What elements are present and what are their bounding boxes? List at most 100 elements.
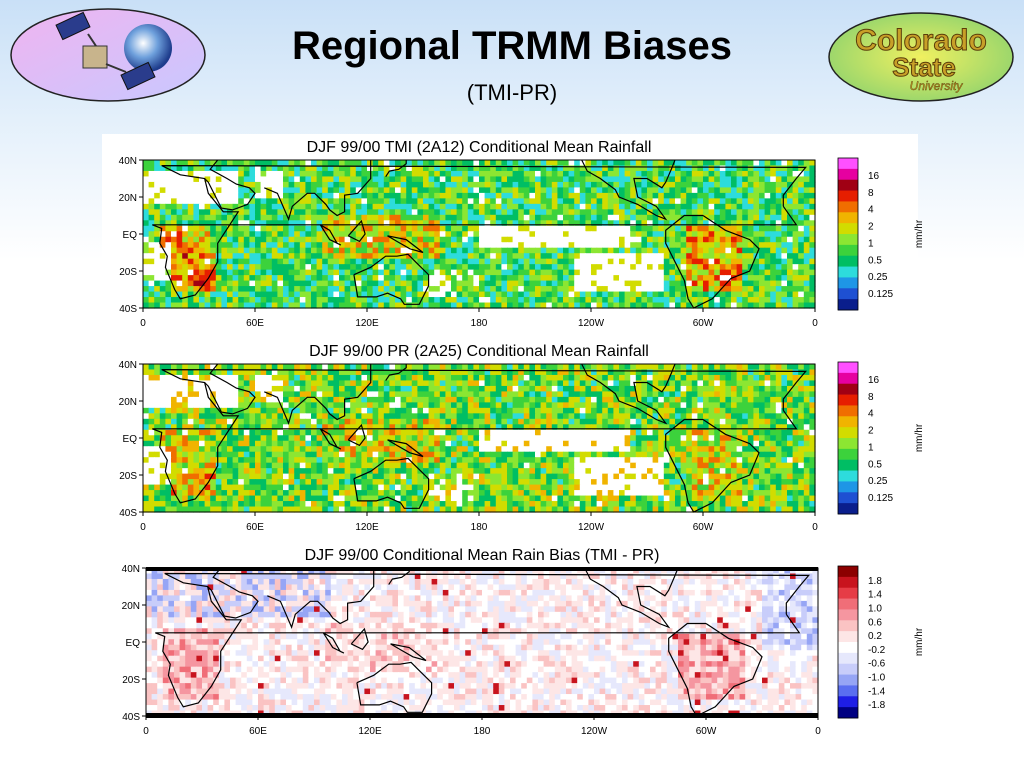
heatmap-cell	[512, 407, 519, 414]
heatmap-cell	[467, 374, 474, 382]
heatmap-cell	[260, 385, 267, 393]
heatmap-cell	[187, 181, 194, 189]
heatmap-cell	[434, 203, 441, 210]
heatmap-cell	[311, 280, 318, 287]
heatmap-cell	[355, 253, 362, 260]
heatmap-cell	[579, 236, 586, 243]
heatmap-cell	[630, 364, 637, 371]
heatmap-cell	[652, 242, 659, 249]
heatmap-cell	[742, 176, 749, 183]
heatmap-cell	[221, 176, 228, 183]
heatmap-cell	[518, 209, 525, 216]
heatmap-cell	[714, 247, 721, 254]
heatmap-cell	[434, 407, 441, 414]
heatmap-cell	[663, 286, 670, 293]
heatmap-cell	[221, 369, 228, 376]
heatmap-cell	[266, 418, 273, 425]
colorbar-swatch	[838, 179, 858, 191]
heatmap-cell	[691, 374, 698, 382]
heatmap-cell	[176, 385, 183, 393]
heatmap-cell	[747, 407, 754, 414]
heatmap-cell	[277, 220, 284, 227]
heatmap-cell	[747, 242, 754, 249]
heatmap-cell	[775, 374, 782, 382]
heatmap-cell	[490, 258, 497, 265]
heatmap-cell	[529, 424, 536, 431]
heatmap-cell	[255, 407, 262, 414]
heatmap-cell	[462, 220, 469, 227]
heatmap-cell	[507, 291, 514, 298]
heatmap-cell	[305, 364, 312, 371]
heatmap-cell	[355, 280, 362, 287]
heatmap-cell	[507, 424, 514, 431]
heatmap-cell	[249, 374, 256, 382]
heatmap-cell	[624, 214, 631, 221]
heatmap-cell	[305, 220, 312, 227]
colorbar-label: 0.125	[868, 289, 893, 300]
heatmap-cell	[215, 364, 222, 371]
heatmap-cell	[574, 258, 581, 265]
heatmap-cell	[243, 369, 250, 376]
heatmap-cell	[484, 391, 491, 398]
heatmap-cell	[238, 253, 245, 260]
heatmap-cell	[719, 160, 726, 167]
heatmap-cell	[540, 413, 547, 420]
heatmap-cell	[451, 435, 458, 442]
heatmap-cell	[445, 231, 452, 238]
heatmap-cell	[546, 231, 553, 238]
heatmap-cell	[731, 364, 738, 371]
heatmap-cell	[395, 203, 402, 210]
heatmap-cell	[787, 402, 794, 409]
heatmap-cell	[260, 286, 267, 293]
heatmap-cell	[322, 369, 329, 376]
heatmap-cell	[714, 170, 721, 178]
heatmap-cell	[641, 225, 648, 232]
heatmap-cell	[299, 258, 306, 265]
heatmap-cell	[462, 214, 469, 221]
heatmap-cell	[434, 385, 441, 393]
heatmap-cell	[585, 418, 592, 425]
heatmap-cell	[725, 396, 732, 403]
heatmap-cell	[490, 170, 497, 178]
heatmap-cell	[288, 275, 295, 282]
heatmap-cell	[389, 187, 396, 194]
heatmap-cell	[215, 302, 222, 309]
heatmap-cell	[647, 364, 654, 371]
heatmap-cell	[187, 424, 194, 431]
heatmap-cell	[787, 192, 794, 199]
heatmap-cell	[635, 165, 642, 172]
heatmap-cell	[585, 374, 592, 382]
heatmap-cell	[613, 280, 620, 287]
heatmap-cell	[546, 424, 553, 431]
heatmap-cell	[703, 220, 710, 227]
heatmap-cell	[809, 435, 816, 442]
heatmap-cell	[406, 160, 413, 167]
heatmap-cell	[439, 435, 446, 442]
heatmap-cell	[764, 269, 771, 276]
heatmap-cell	[176, 364, 183, 371]
heatmap-cell	[658, 391, 665, 398]
heatmap-cell	[199, 269, 206, 276]
heatmap-cell	[238, 165, 245, 172]
heatmap-cell	[551, 258, 558, 265]
heatmap-cell	[434, 198, 441, 205]
heatmap-cell	[148, 165, 155, 172]
heatmap-cell	[809, 280, 816, 287]
heatmap-cell	[434, 214, 441, 221]
coastline	[353, 253, 430, 305]
heatmap-cell	[143, 286, 150, 293]
heatmap-cell	[669, 418, 676, 425]
heatmap-cell	[322, 203, 329, 210]
heatmap-cell	[613, 407, 620, 414]
heatmap-cell	[602, 297, 609, 304]
heatmap-cell	[350, 198, 357, 205]
heatmap-cell	[227, 214, 234, 221]
heatmap-cell	[451, 220, 458, 227]
heatmap-cell	[602, 181, 609, 189]
heatmap-cell	[473, 242, 480, 249]
heatmap-cell	[495, 302, 502, 309]
heatmap-cell	[574, 407, 581, 414]
heatmap-cell	[591, 220, 598, 227]
heatmap-cell	[753, 374, 760, 382]
heatmap-cell	[473, 181, 480, 189]
